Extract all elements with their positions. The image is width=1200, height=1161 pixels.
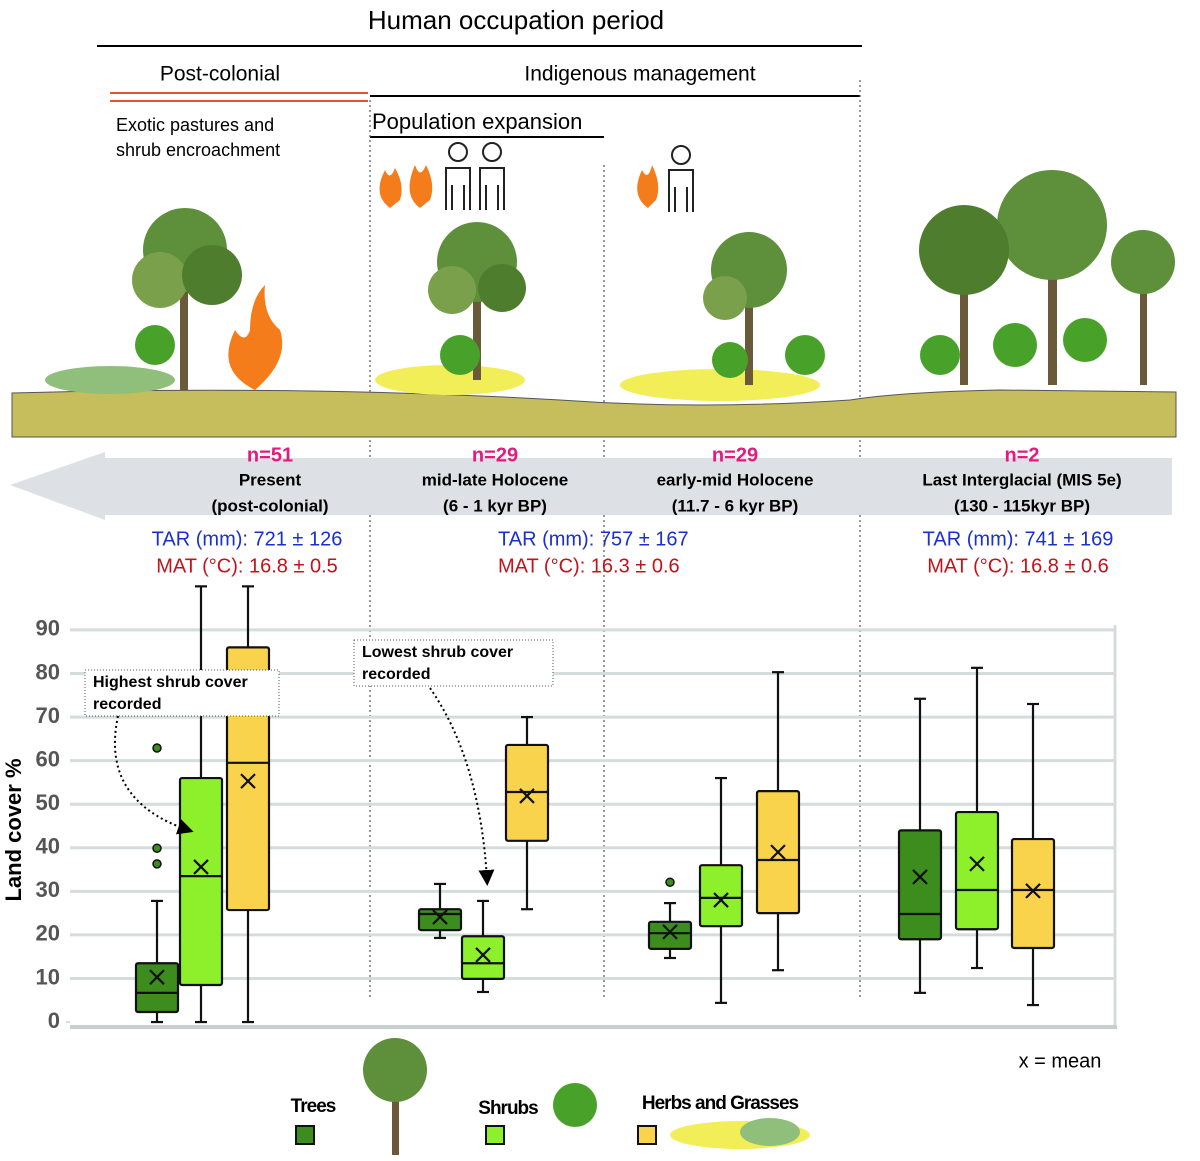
y-tick-label: 10: [36, 964, 60, 989]
y-tick-label: 0: [48, 1008, 60, 1033]
outlier: [665, 877, 675, 887]
post-colonial: Post-colonial: [160, 63, 280, 86]
temperature: MAT (°C): 16.8 ± 0.5: [156, 555, 338, 577]
y-tick-label: 80: [36, 659, 60, 684]
period-name: Present: [239, 470, 302, 489]
mean-note: x = mean: [1019, 1050, 1102, 1072]
box: [1010, 837, 1056, 950]
grass: [45, 365, 820, 401]
trees: [132, 170, 1175, 390]
y-tick-label: 40: [36, 834, 60, 859]
fires: [228, 165, 659, 390]
mean: [713, 892, 729, 908]
people: [445, 142, 694, 212]
box: [134, 962, 180, 1014]
annotation: Highest shrub cover: [93, 674, 248, 691]
box: [647, 920, 693, 950]
annotation-arrow: [113, 715, 194, 835]
annotation-box: [353, 639, 554, 687]
y-tick-label: 30: [36, 877, 60, 902]
sample-size: n=2: [1004, 444, 1039, 466]
sample-size: n=51: [247, 444, 293, 466]
period-name: (6 - 1 kyr BP): [443, 496, 547, 515]
y-tick-label: 70: [36, 703, 60, 728]
box: [897, 829, 943, 941]
box: [417, 908, 463, 932]
mean: [912, 869, 928, 885]
temperature: MAT (°C): 16.3 ± 0.6: [498, 555, 680, 577]
temperature: MAT (°C): 16.8 ± 0.6: [927, 555, 1109, 577]
legend-label: Trees: [291, 1096, 336, 1117]
period-name: early-mid Holocene: [657, 470, 814, 489]
rainfall: TAR (mm): 721 ± 126: [152, 528, 343, 550]
mean: [432, 909, 448, 925]
period-name: (post-colonial): [211, 496, 328, 515]
box: [178, 776, 224, 987]
exotic: Exotic pastures and: [116, 115, 274, 135]
mean: [770, 844, 786, 860]
annotation: recorded: [362, 666, 430, 683]
period-name: (130 - 115kyr BP): [954, 496, 1090, 515]
mean: [662, 924, 678, 940]
y-tick-label: 20: [36, 921, 60, 946]
legend-swatch: [295, 1125, 315, 1145]
box: [698, 864, 744, 928]
mean: [519, 788, 535, 804]
legend-label: Herbs and Grasses: [642, 1093, 799, 1114]
y-tick-label: 60: [36, 746, 60, 771]
mean: [475, 947, 491, 963]
annotation-arrow: [429, 687, 495, 886]
box: [954, 810, 1000, 931]
outlier: [152, 743, 162, 753]
time-arrow: [10, 452, 1172, 520]
title: Human occupation period: [368, 5, 664, 35]
exotic: shrub encroachment: [116, 140, 280, 160]
period-name: Last Interglacial (MIS 5e): [922, 470, 1121, 489]
mean: [969, 856, 985, 872]
legend-swatch: [637, 1125, 657, 1145]
box: [460, 935, 506, 981]
mean: [240, 773, 256, 789]
y-tick-label: 50: [36, 790, 60, 815]
mean: [1025, 883, 1041, 899]
sample-size: n=29: [472, 444, 518, 466]
legend-swatch: [485, 1125, 505, 1145]
mean: [193, 859, 209, 875]
sample-size: n=29: [712, 444, 758, 466]
legend-label: Shrubs: [478, 1098, 538, 1119]
y-axis-label: Land cover %: [1, 758, 26, 901]
period-name: mid-late Holocene: [422, 470, 568, 489]
rainfall: TAR (mm): 741 ± 169: [923, 528, 1114, 550]
rainfall: TAR (mm): 757 ± 167: [498, 528, 689, 550]
period-name: (11.7 - 6 kyr BP): [672, 496, 799, 515]
mean: [149, 969, 165, 985]
outlier: [152, 859, 162, 869]
ground: [11, 389, 1177, 438]
y-tick-label: 90: [36, 616, 60, 641]
population: Population expansion: [372, 109, 582, 134]
annotation-box: [84, 669, 280, 717]
annotation: Lowest shrub cover: [362, 644, 513, 661]
annotation: recorded: [93, 696, 161, 713]
outlier: [152, 843, 162, 853]
indigenous: Indigenous management: [524, 63, 755, 86]
legend-art: [363, 1038, 810, 1155]
